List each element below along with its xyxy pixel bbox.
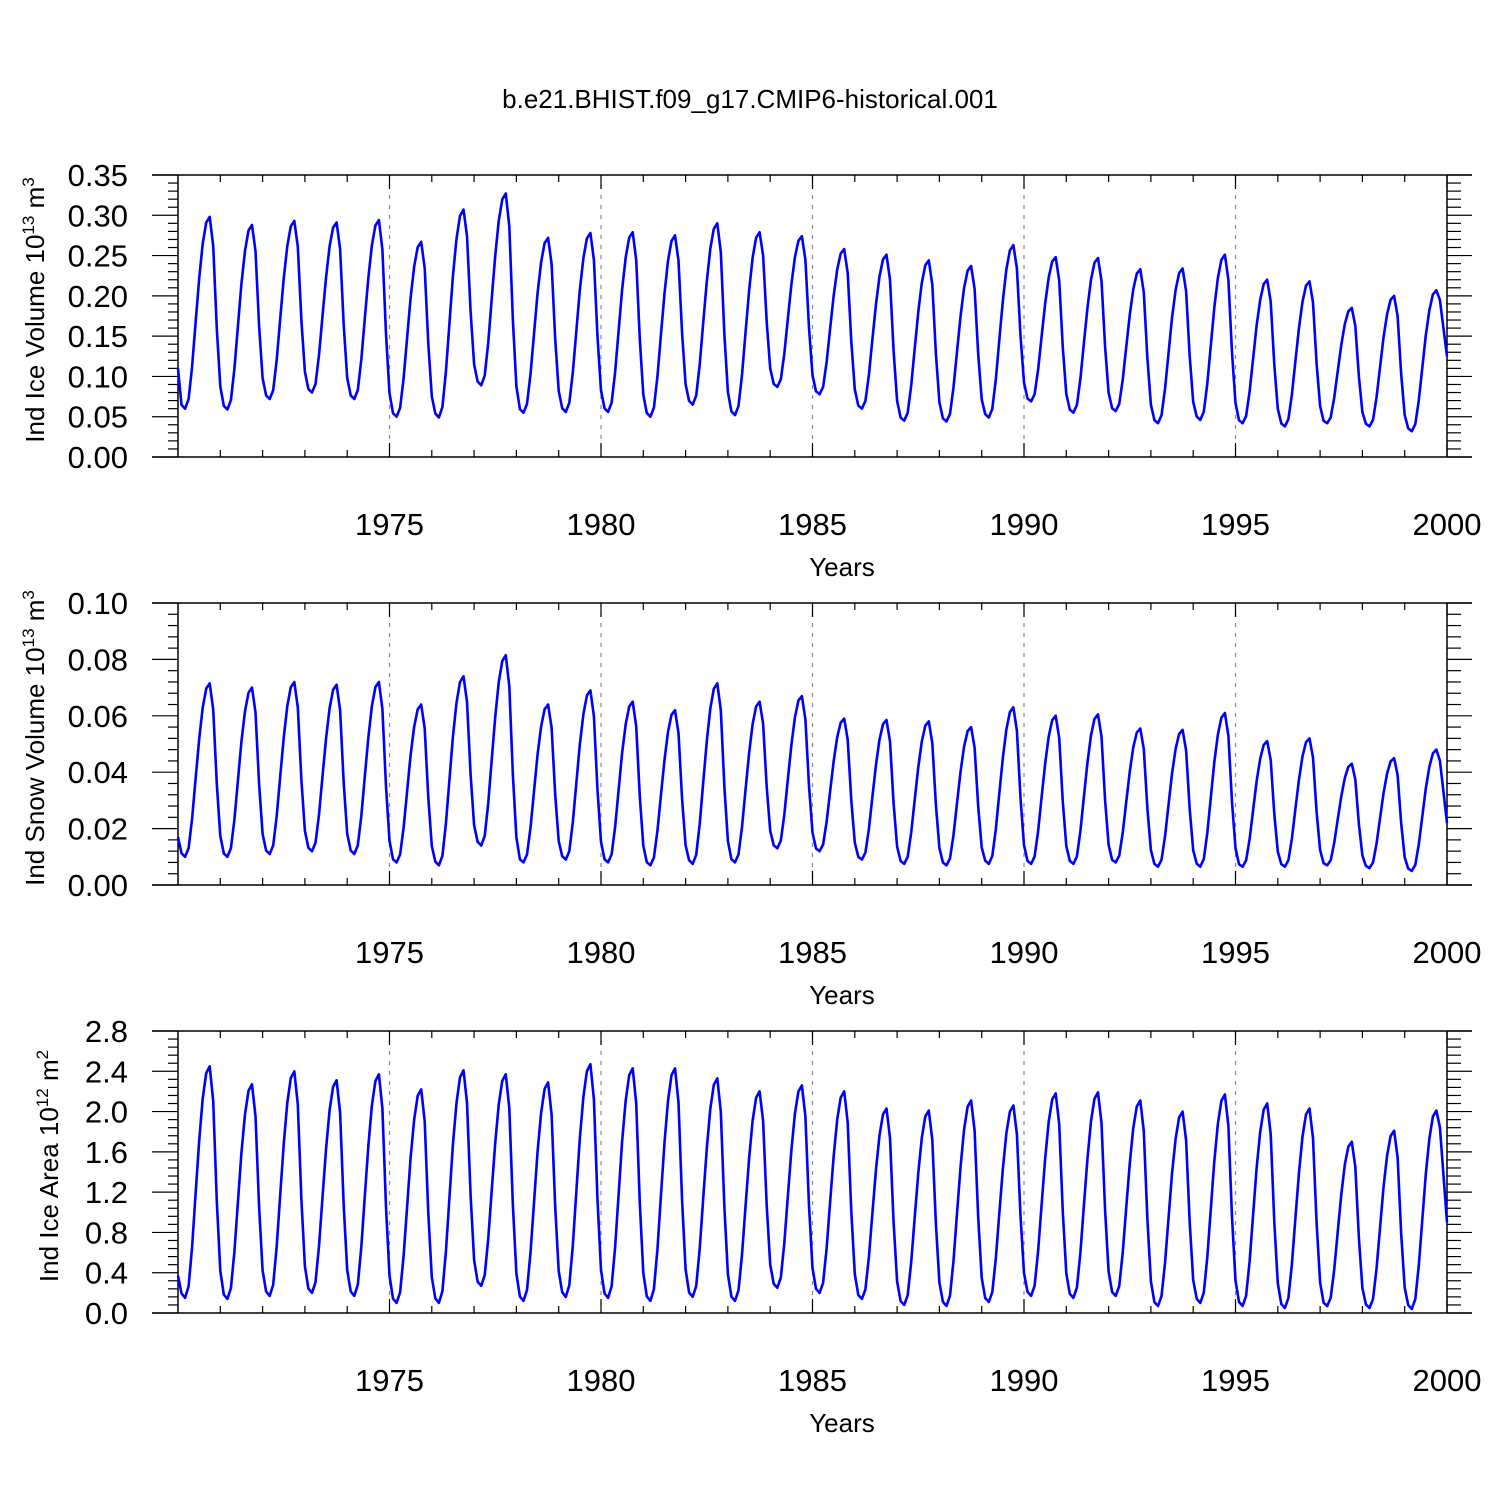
- y-tick-label: 0.8: [85, 1215, 128, 1250]
- chart-panel-ice-volume: 1975 1980 1985 1990 1995 2000 Years 0.00 0.05 0.1…: [19, 158, 1481, 582]
- chart-panel-ice-area: 1975 1980 1985 1990 1995 2000 Years 0.0 0.4 0.8 1.…: [33, 1014, 1481, 1438]
- y-tick-label: 0.20: [68, 279, 128, 314]
- y-tick-label: 0.10: [68, 359, 128, 394]
- x-tick-label: 1995: [1201, 935, 1270, 970]
- x-tick-label: 2000: [1413, 507, 1482, 542]
- y-axis-title: Ind Ice Area 1012 m2: [33, 1050, 64, 1282]
- page-title: b.e21.BHIST.f09_g17.CMIP6-historical.001: [502, 84, 998, 114]
- series-line-ice-volume: [176, 192, 1449, 433]
- x-tick-label: 1990: [990, 507, 1059, 542]
- x-tick-label: 1980: [567, 1363, 636, 1398]
- y-axis-title: Ind Ice Volume 1013 m3: [19, 177, 50, 442]
- y-tick-label: 0.4: [85, 1256, 128, 1291]
- x-tick-label: 2000: [1413, 935, 1482, 970]
- series-line-ice-area: [176, 1062, 1449, 1311]
- series-line-snow-volume: [176, 653, 1449, 873]
- y-tick-label: 0.04: [68, 755, 128, 790]
- x-tick-label: 1990: [990, 935, 1059, 970]
- chart-panel-snow-volume: 1975 1980 1985 1990 1995 2000 Years 0.00 0.02 0.0…: [19, 586, 1481, 1010]
- x-tick-label: 2000: [1413, 1363, 1482, 1398]
- y-tick-label: 0.30: [68, 198, 128, 233]
- y-tick-label: 0.0: [85, 1296, 128, 1331]
- x-tick-label: 1985: [778, 507, 847, 542]
- y-tick-label: 0.15: [68, 319, 128, 354]
- y-axis-title: Ind Snow Volume 1013 m3: [19, 590, 50, 886]
- x-tick-label: 1980: [567, 507, 636, 542]
- x-tick-label: 1975: [355, 507, 424, 542]
- y-tick-label: 0.08: [68, 642, 128, 677]
- x-tick-label: 1990: [990, 1363, 1059, 1398]
- y-tick-label: 0.02: [68, 812, 128, 847]
- y-tick-label: 0.10: [68, 586, 128, 621]
- x-tick-label: 1975: [355, 1363, 424, 1398]
- x-tick-label: 1995: [1201, 1363, 1270, 1398]
- y-tick-label: 0.06: [68, 699, 128, 734]
- y-tick-label: 0.00: [68, 440, 128, 475]
- y-tick-label: 1.6: [85, 1135, 128, 1170]
- x-tick-label: 1980: [567, 935, 636, 970]
- y-tick-label: 0.00: [68, 868, 128, 903]
- x-tick-label: 1975: [355, 935, 424, 970]
- y-tick-label: 0.25: [68, 239, 128, 274]
- y-tick-label: 2.8: [85, 1014, 128, 1049]
- y-tick-label: 0.05: [68, 400, 128, 435]
- x-tick-label: 1985: [778, 935, 847, 970]
- y-tick-label: 2.0: [85, 1095, 128, 1130]
- x-axis-title: Years: [809, 980, 875, 1010]
- x-tick-label: 1995: [1201, 507, 1270, 542]
- x-axis-title: Years: [809, 552, 875, 582]
- y-tick-label: 2.4: [85, 1054, 128, 1089]
- y-tick-label: 0.35: [68, 158, 128, 193]
- y-tick-label: 1.2: [85, 1175, 128, 1210]
- x-tick-label: 1985: [778, 1363, 847, 1398]
- x-axis-title: Years: [809, 1408, 875, 1438]
